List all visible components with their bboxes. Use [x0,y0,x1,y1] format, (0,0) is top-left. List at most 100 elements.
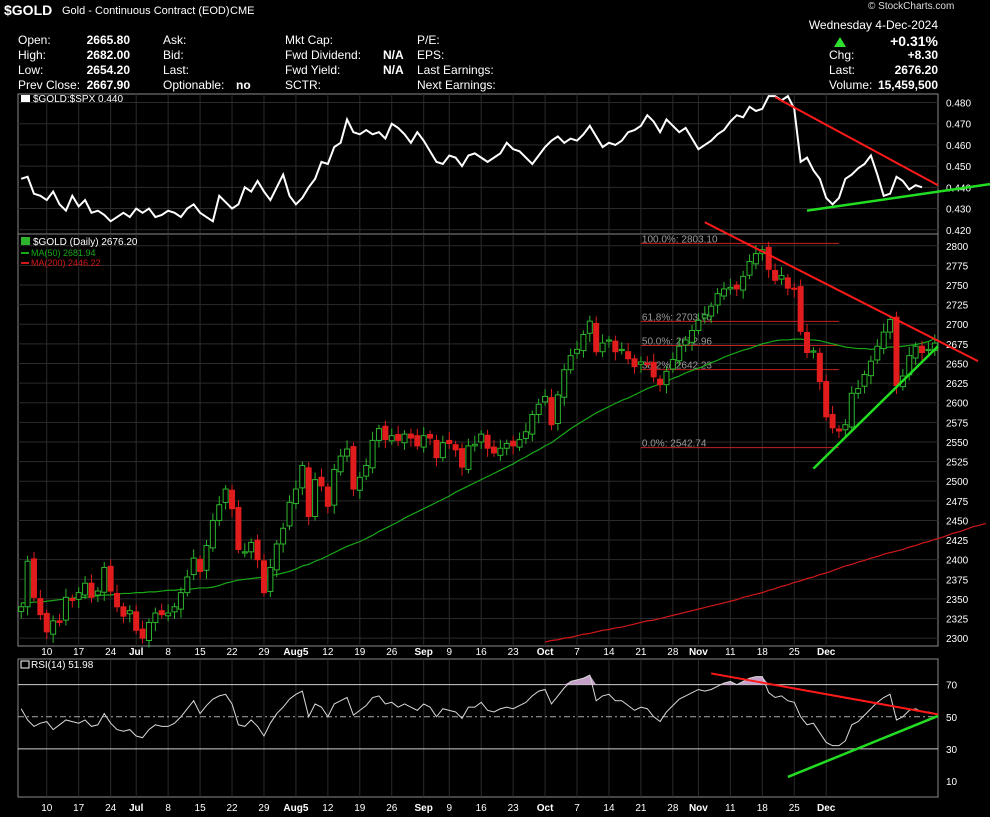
price-candle [861,370,868,394]
price-candle [24,555,31,616]
y-tick-label: 0.460 [946,141,971,152]
quote-label: Prev Close: [18,78,81,92]
candle-body [752,253,759,265]
price-candle [663,365,670,394]
candle-body [733,284,740,290]
candle-body [599,342,606,353]
y-tick-label: 2350 [946,595,969,606]
candle-body [804,331,811,353]
price-candle [331,463,338,514]
price-candle [420,427,427,453]
date-tick-label: 16 [476,803,488,814]
price-candle [708,302,715,324]
price-candle [695,313,702,335]
date-tick-label: 24 [105,647,117,658]
candle-body [30,558,37,598]
price-candle [133,604,140,635]
price-candle [446,431,453,450]
candle-body [43,612,50,633]
candle-body [305,467,312,518]
fib-level-label: 61.8%: 2703.70 [642,312,712,323]
date-tick-label: 19 [354,803,366,814]
candle-body [216,504,223,521]
price-candle [676,337,683,367]
candle-body [388,435,395,442]
rsi-legend-swatch [20,660,30,669]
price-candle [401,430,408,450]
quote-label: Fwd Yield: [285,63,341,77]
price-candle [165,604,172,622]
price-candle [867,355,874,385]
price-candle [158,603,165,619]
price-candle [804,323,811,358]
candle-body [778,275,785,280]
candle-body [184,576,191,594]
candle-body [145,621,152,642]
price-candle [369,431,376,474]
price-candle [855,379,862,399]
date-tick-label: 18 [757,647,769,658]
price-candle [816,347,823,391]
candle-body [542,395,549,403]
candle-body [835,428,842,432]
date-tick-label: 21 [635,647,647,658]
ma200-legend: MA(200) 2446.22 [31,258,101,268]
date-tick-label: 18 [757,803,769,814]
candle-body [37,598,44,616]
candle-body [484,434,491,449]
price-candle [427,430,434,446]
price-candle [267,558,274,597]
quote-value: N/A [383,48,404,62]
price-candle [887,315,894,340]
quote-label: P/E: [417,33,440,47]
candle-body [50,620,57,635]
candle-body [612,340,619,353]
price-candle [797,279,804,336]
price-candle [286,495,293,530]
price-candle [88,574,95,603]
candle-body [746,260,753,276]
quote-label: Fwd Dividend: [285,48,362,62]
price-candle [69,594,76,608]
candle-body [823,381,830,418]
price-candle [216,496,223,526]
date-tick-label: 16 [476,647,488,658]
candle-body [561,369,568,398]
date-tick-label: 14 [603,647,615,658]
candle-body [101,567,108,593]
candle-body [701,314,708,319]
ma50-legend: MA(50) 2681.94 [31,248,96,258]
date-tick-label: Aug5 [283,647,308,658]
candle-body [267,567,274,592]
price-candle [605,336,612,348]
y-tick-label: 30 [946,745,958,756]
price-candle [107,559,114,595]
price-candle [254,534,261,569]
candle-body [880,331,887,350]
rsi-overbought-fill [564,675,769,685]
date-tick-label: 28 [667,803,679,814]
candle-body [273,543,280,571]
date-tick-label: 11 [725,803,736,814]
price-candle [190,549,197,581]
price-candle [548,388,555,431]
candle-body [114,592,121,608]
candle-body [714,293,721,306]
price-candle [126,605,133,623]
candle-body [75,592,82,600]
y-tick-label: 2625 [946,379,969,390]
date-axis-bottom: 10 17 24 Jul 8 15 22 29 Aug5 12 19 26 Sep 9 16 23 Oct 7 14… [41,803,836,814]
price-candle [612,335,619,361]
date-tick-label: 23 [508,647,520,658]
candle-body [689,330,696,343]
price-candle [880,323,887,355]
y-tick-label: 2775 [946,261,969,272]
candle-body [567,355,574,371]
y-tick-label: 2325 [946,615,969,626]
date-tick-label: 10 [41,803,53,814]
ratio-line [20,94,923,223]
price-candle [484,429,491,457]
candle-body [190,557,197,576]
date-tick-label: Dec [817,647,836,658]
